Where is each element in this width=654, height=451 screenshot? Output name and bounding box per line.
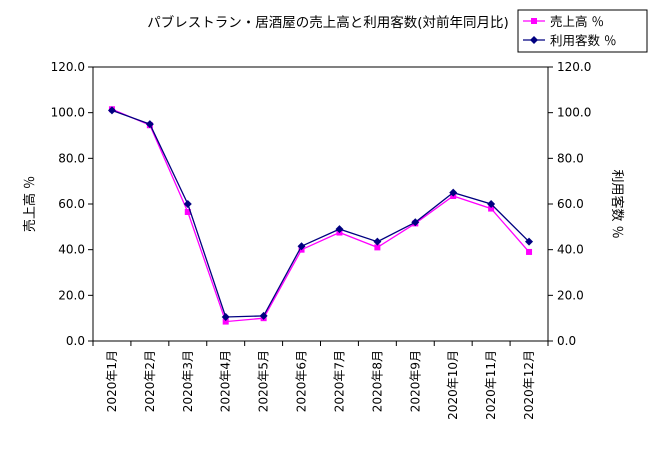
- y-tick-label-right: 120.0: [557, 60, 591, 74]
- x-tick-label: 2020年4月: [219, 350, 233, 412]
- data-point-customers: [487, 200, 496, 208]
- y-tick-label-right: 0.0: [557, 334, 576, 348]
- y-tick-label-left: 0.0: [66, 334, 85, 348]
- data-point-sales: [526, 248, 533, 255]
- series-line-0: [111, 108, 530, 323]
- y-tick-label-left: 60.0: [58, 197, 85, 211]
- data-point-sales: [488, 205, 495, 212]
- data-point-customers: [221, 313, 230, 322]
- legend-label-0: 売上高 ％: [550, 14, 604, 29]
- data-point-customers: [145, 120, 154, 129]
- y-tick-label-right: 40.0: [557, 243, 584, 257]
- data-point-customers: [525, 237, 534, 246]
- x-tick-label: 2020年8月: [370, 350, 384, 412]
- x-tick-label: 2020年2月: [143, 350, 157, 412]
- legend-box: [517, 9, 648, 53]
- legend-marker-sales: [531, 18, 537, 24]
- data-point-customers: [183, 200, 192, 208]
- x-tick-label: 2020年10月: [446, 350, 460, 420]
- x-tick-label: 2020年12月: [522, 350, 536, 420]
- x-tick-label: 2020年11月: [484, 350, 498, 420]
- legend: 売上高 ％ 利用客数 ％: [517, 9, 648, 53]
- legend-marker-customers: [530, 36, 538, 44]
- y-axis-label-left: 売上高 ％: [22, 176, 38, 232]
- plot-area: 0.0 0.0 20.0 20.0 40.0 40.0 60.0 60.0 80.0 80.0 10…: [51, 60, 592, 420]
- data-point-customers: [297, 242, 306, 251]
- x-tick-label: 2020年3月: [181, 350, 195, 412]
- data-point-sales: [184, 208, 191, 215]
- y-tick-label-right: 100.0: [557, 106, 591, 120]
- data-point-customers: [373, 237, 382, 246]
- y-tick-label-left: 20.0: [58, 288, 85, 302]
- y-tick-label-left: 120.0: [51, 60, 85, 74]
- data-point-customers: [107, 106, 116, 115]
- x-tick-label: 2020年9月: [408, 350, 422, 412]
- y-tick-label-right: 80.0: [557, 151, 584, 165]
- x-tick-label: 2020年6月: [295, 350, 309, 412]
- data-point-sales: [374, 244, 381, 251]
- legend-label-1: 利用客数 ％: [550, 33, 616, 48]
- y-tick-label-left: 80.0: [58, 151, 85, 165]
- y-axis-label-right: 利用客数 ％: [609, 169, 625, 238]
- data-point-customers: [335, 225, 344, 234]
- y-tick-label-left: 100.0: [51, 106, 85, 120]
- y-tick-label-right: 20.0: [557, 288, 584, 302]
- x-tick-label: 2020年5月: [257, 350, 271, 412]
- data-point-customers: [449, 188, 458, 197]
- x-tick-label: 2020年1月: [105, 350, 119, 412]
- data-point-customers: [259, 311, 268, 320]
- chart-title: パブレストラン・居酒屋の売上高と利用客数(対前年同月比): [147, 14, 509, 31]
- y-tick-label-right: 60.0: [557, 197, 584, 211]
- data-point-customers: [411, 218, 420, 227]
- x-tick-label: 2020年7月: [332, 350, 346, 412]
- y-tick-label-left: 40.0: [58, 243, 85, 257]
- series-line-1: [111, 109, 530, 318]
- plot-frame: [92, 66, 549, 342]
- data-point-sales: [222, 318, 229, 325]
